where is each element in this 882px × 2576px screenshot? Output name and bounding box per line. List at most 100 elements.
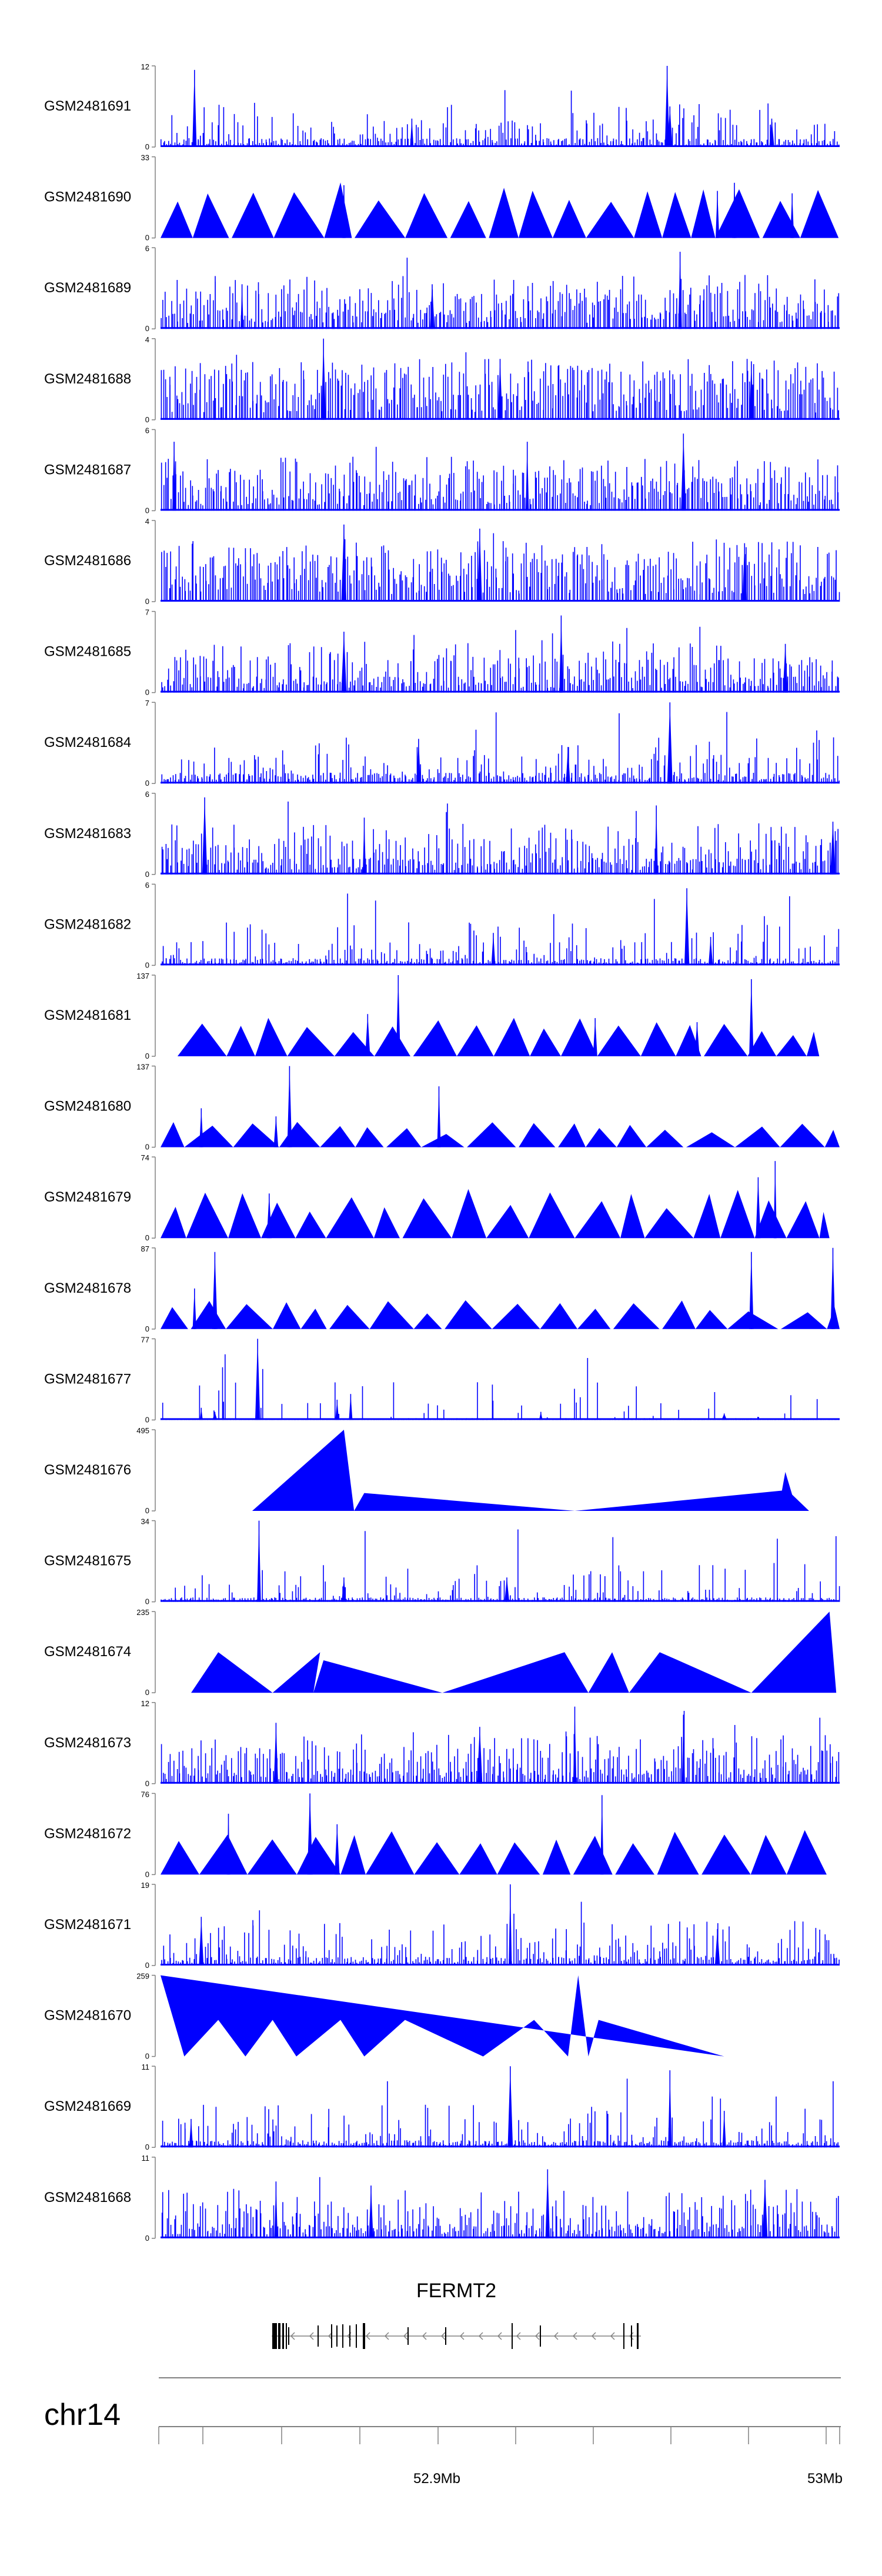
gene-track: FERMT2 <box>272 2280 641 2349</box>
gene-exon <box>363 2323 365 2349</box>
track-GSM2481687: GSM2481687 6 0 <box>44 426 840 515</box>
y-max-label: 87 <box>141 1244 149 1253</box>
y-min-label: 0 <box>145 1688 149 1697</box>
signal-triangle <box>819 1212 830 1239</box>
signal-spikes <box>161 352 839 420</box>
signal-floor <box>161 145 840 147</box>
signal-triangle <box>226 1026 255 1056</box>
track-GSM2481674: GSM2481674 235 0 <box>44 1608 837 1697</box>
gene-exon <box>349 2325 350 2347</box>
signal-triangle <box>184 1126 233 1147</box>
track-label: GSM2481668 <box>44 2190 131 2205</box>
track-GSM2481688: GSM2481688 4 0 <box>44 335 840 424</box>
gene-exon <box>286 2323 287 2349</box>
track-label: GSM2481674 <box>44 1644 131 1660</box>
signal-triangle <box>519 1123 556 1147</box>
signal-triangle <box>615 1843 654 1875</box>
signal-triangle <box>597 1025 641 1056</box>
y-min-label: 0 <box>145 2143 149 2151</box>
signal-triangle <box>365 1831 415 1875</box>
strand-arrow <box>290 2332 295 2340</box>
signal-triangle <box>493 1017 530 1056</box>
y-max-label: 7 <box>145 608 149 617</box>
y-min-label: 0 <box>145 415 149 424</box>
signal-floor <box>161 2236 840 2238</box>
y-max-label: 33 <box>141 154 149 162</box>
track-GSM2481691: GSM2481691 12 0 <box>44 62 840 151</box>
gene-exon <box>272 2323 277 2349</box>
y-min-label: 0 <box>145 597 149 606</box>
track-label: GSM2481676 <box>44 1462 131 1478</box>
track-GSM2481669: GSM2481669 11 0 <box>44 2063 840 2151</box>
y-max-label: 4 <box>145 517 149 526</box>
gene-exon <box>288 2327 289 2345</box>
signal-spikes <box>161 90 840 147</box>
y-min-label: 0 <box>145 870 149 879</box>
signal-spikes <box>161 446 838 511</box>
signal-triangle <box>459 1843 497 1875</box>
signal-triangle <box>273 192 325 238</box>
y-min-label: 0 <box>145 2052 149 2061</box>
track-GSM2481677: GSM2481677 77 0 <box>44 1335 840 1424</box>
signal-triangle <box>695 1310 728 1329</box>
y-max-label: 6 <box>145 880 149 889</box>
strand-arrow <box>534 2332 540 2340</box>
y-max-label: 235 <box>136 1608 149 1617</box>
signal-triangle <box>776 1035 807 1056</box>
gene-exon <box>278 2323 280 2349</box>
gene-exon <box>631 2325 632 2347</box>
y-max-label: 6 <box>145 426 149 435</box>
y-max-label: 34 <box>141 1517 149 1526</box>
track-GSM2481675: GSM2481675 34 0 <box>44 1517 840 1606</box>
y-min-label: 0 <box>145 779 149 788</box>
y-max-label: 11 <box>142 2154 150 2163</box>
y-min-label: 0 <box>145 1324 149 1333</box>
signal-spikes <box>162 893 840 966</box>
track-label: GSM2481671 <box>44 1917 131 1933</box>
y-min-label: 0 <box>145 142 149 151</box>
signal-triangle <box>824 1130 840 1147</box>
signal-triangle <box>735 1126 780 1147</box>
signal-triangle <box>445 1300 492 1329</box>
strand-arrow <box>403 2332 408 2340</box>
signal-tracks: GSM2481691120GSM2481690330GSM248168960GS… <box>44 62 840 2243</box>
y-max-label: 19 <box>141 1881 149 1890</box>
signal-triangle <box>542 1839 571 1875</box>
signal-triangle <box>232 192 274 238</box>
track-label: GSM2481670 <box>44 2008 131 2024</box>
signal-spikes <box>161 1711 840 1784</box>
signal-triangle <box>355 200 406 238</box>
y-max-label: 74 <box>141 1153 149 1162</box>
y-min-label: 0 <box>145 1870 149 1878</box>
signal-triangle <box>326 1197 374 1239</box>
gene-exon <box>282 2323 284 2349</box>
signal-triangle <box>691 189 716 238</box>
signal-area <box>161 1975 724 2057</box>
signal-triangle <box>467 1122 516 1147</box>
signal-floor <box>161 1964 840 1966</box>
gene-exon <box>331 2324 332 2348</box>
signal-spikes <box>160 1354 839 1420</box>
y-min-label: 0 <box>145 688 149 697</box>
signal-triangle <box>806 1032 820 1056</box>
track-GSM2481668: GSM2481668 11 0 <box>44 2154 840 2243</box>
track-label: GSM2481687 <box>44 462 131 478</box>
chromosome-label: chr14 <box>44 2398 121 2432</box>
signal-triangle <box>657 1831 699 1875</box>
signal-triangle <box>486 1204 529 1239</box>
track-label: GSM2481678 <box>44 1280 131 1296</box>
y-max-label: 137 <box>136 972 149 980</box>
signal-spikes <box>161 1901 840 1966</box>
track-label: GSM2481682 <box>44 916 131 932</box>
y-max-label: 4 <box>145 335 149 344</box>
signal-triangle <box>373 1207 400 1239</box>
signal-spikes <box>161 2078 838 2148</box>
y-max-label: 7 <box>145 699 149 708</box>
signal-triangle <box>295 1212 326 1239</box>
y-max-label: 12 <box>141 1699 149 1708</box>
strand-arrow <box>516 2332 521 2340</box>
y-min-label: 0 <box>145 1961 149 1970</box>
signal-triangle <box>450 201 486 238</box>
signal-triangle <box>296 1837 341 1875</box>
signal-triangle <box>273 1302 301 1329</box>
